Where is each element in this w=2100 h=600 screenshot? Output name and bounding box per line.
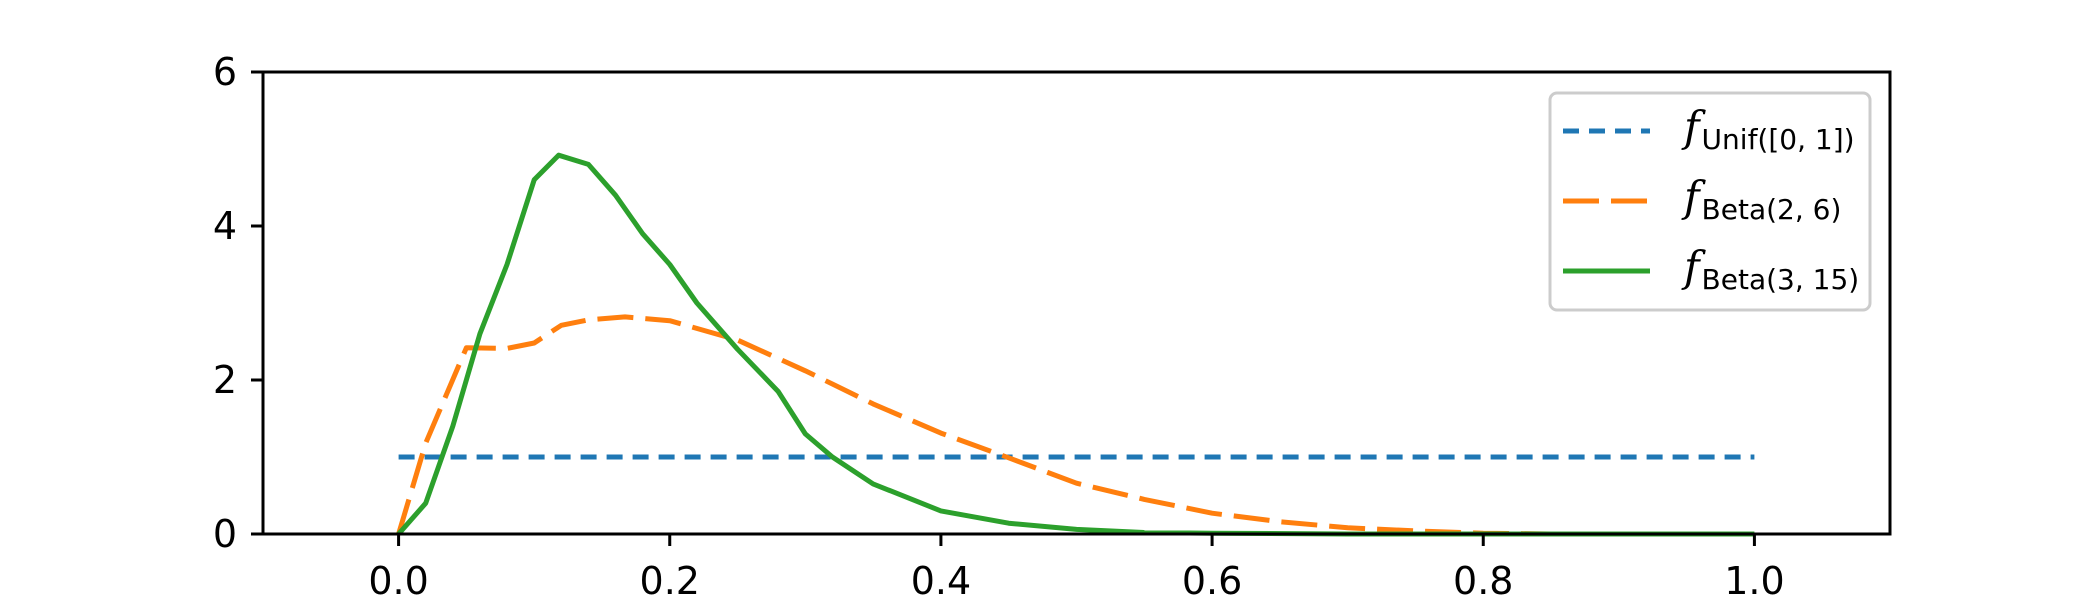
- x-tick-label: 0.6: [1182, 559, 1242, 600]
- plot-frame: [261, 70, 1892, 536]
- x-tick-label: 0.0: [368, 559, 428, 600]
- legend: fUnif([0, 1]) fBeta(2, 6) fBeta(3, 15): [1548, 91, 1872, 312]
- x-tick-label: 0.8: [1453, 559, 1513, 600]
- x-tick-label: 0.2: [640, 559, 700, 600]
- legend-label-unif: fUnif([0, 1]): [1681, 102, 1855, 156]
- axes-layer: 0.0 0.2 0.4 0.6 0.8 1.0 0 2 4 6: [213, 50, 1785, 600]
- x-tick-label: 1.0: [1724, 559, 1784, 600]
- legend-label-beta26: fBeta(2, 6): [1681, 172, 1841, 226]
- y-tick-label: 6: [213, 50, 237, 94]
- legend-label-beta315: fBeta(3, 15): [1681, 242, 1859, 296]
- y-tick-label: 0: [213, 512, 237, 556]
- legend-box: [1548, 91, 1872, 312]
- x-tick-label: 0.4: [911, 559, 971, 600]
- y-tick-label: 2: [213, 358, 237, 402]
- y-tick-label: 4: [213, 204, 237, 248]
